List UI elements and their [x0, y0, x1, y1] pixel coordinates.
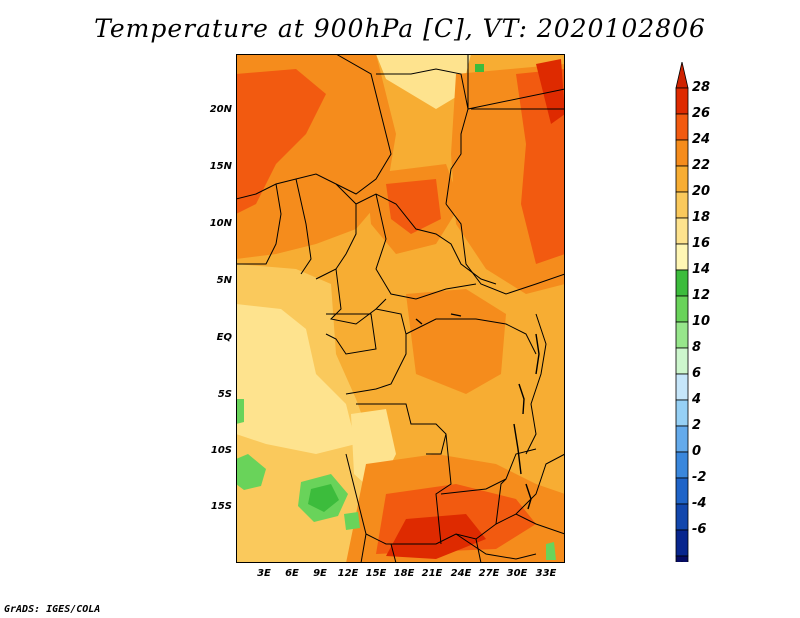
field-green-sw1 [236, 454, 266, 490]
page-title: Temperature at 900hPa [C], VT: 202010280… [94, 14, 706, 43]
lakes [415, 313, 540, 510]
field-hot-chad [386, 179, 441, 234]
lon-label: 33E [535, 568, 557, 579]
colorbar-swatch [675, 503, 689, 531]
map-frame [236, 54, 565, 563]
lon-label: 15E [365, 568, 387, 579]
colorbar-label: 28 [692, 80, 711, 95]
lat-label: 15S [210, 501, 232, 512]
colorbar-swatch [675, 399, 689, 427]
field-cool-north [376, 54, 471, 109]
lon-label: 12E [337, 568, 359, 579]
colorbar-label: 12 [692, 288, 711, 303]
colorbar-label: -2 [692, 470, 707, 485]
colorbar-label: 8 [692, 340, 702, 355]
colorbar-swatch [675, 243, 689, 271]
colorbar-label: 10 [692, 314, 711, 329]
colorbar-label: -6 [692, 522, 707, 537]
field-green-north [475, 64, 484, 72]
lon-label: 27E [478, 568, 500, 579]
colorbar-over-triangle [675, 62, 689, 89]
lat-label: 15N [209, 161, 232, 172]
colorbar-swatch [675, 477, 689, 505]
colorbar-swatch [675, 321, 689, 349]
colorbar-label: 16 [692, 236, 711, 251]
colorbar-label: 0 [692, 444, 702, 459]
colorbar-swatch [675, 139, 689, 167]
colorbar-swatch [675, 347, 689, 375]
field-green-se [546, 542, 556, 560]
colorbar-label: 4 [692, 392, 702, 407]
colorbar-swatch [675, 529, 689, 557]
lat-label: 5N [216, 275, 232, 286]
country-borders [236, 54, 565, 563]
field-hottest-south [386, 514, 486, 559]
colorbar-label: 2 [692, 418, 702, 433]
colorbar-swatch [675, 191, 689, 219]
lon-label: 24E [450, 568, 472, 579]
field-coolest-coast [236, 304, 356, 454]
colorbar-swatch [675, 373, 689, 401]
field-hot-west [236, 69, 326, 214]
lon-label: 9E [313, 568, 327, 579]
field-green-sw4 [344, 512, 360, 530]
colorbar-swatch [675, 451, 689, 479]
lat-label: 5S [217, 389, 232, 400]
colorbar-swatch [675, 295, 689, 323]
colorbar-label: 18 [692, 210, 711, 225]
colorbar-label: 20 [692, 184, 711, 199]
field-green-sw3 [308, 484, 339, 512]
colorbar-label: 24 [692, 132, 711, 147]
lon-label: 6E [285, 568, 299, 579]
colorbar-label: 6 [692, 366, 702, 381]
colorbar-swatch [675, 269, 689, 297]
temperature-map [236, 54, 565, 563]
lon-label: 3E [257, 568, 271, 579]
colorbar-swatch [675, 165, 689, 193]
lat-label: 10S [210, 445, 232, 456]
colorbar-swatch [675, 217, 689, 245]
colorbar-swatch [675, 425, 689, 453]
credit-text: GrADS: IGES/COLA [4, 604, 101, 615]
colorbar-label: -4 [692, 496, 707, 511]
lon-label: 18E [393, 568, 415, 579]
colorbar-label: 22 [692, 158, 711, 173]
colorbar-swatch [675, 113, 689, 141]
lon-label: 21E [421, 568, 443, 579]
colorbar [675, 62, 689, 562]
colorbar-label: 26 [692, 106, 711, 121]
lat-label: EQ [216, 332, 232, 343]
lat-label: 20N [209, 104, 232, 115]
field-green-edge [236, 399, 244, 424]
colorbar-label: 14 [692, 262, 711, 277]
lat-label: 10N [209, 218, 232, 229]
field-warm-congo [406, 289, 506, 394]
colorbar-swatch [675, 87, 689, 115]
lon-label: 30E [506, 568, 528, 579]
colorbar-swatch [675, 555, 689, 562]
